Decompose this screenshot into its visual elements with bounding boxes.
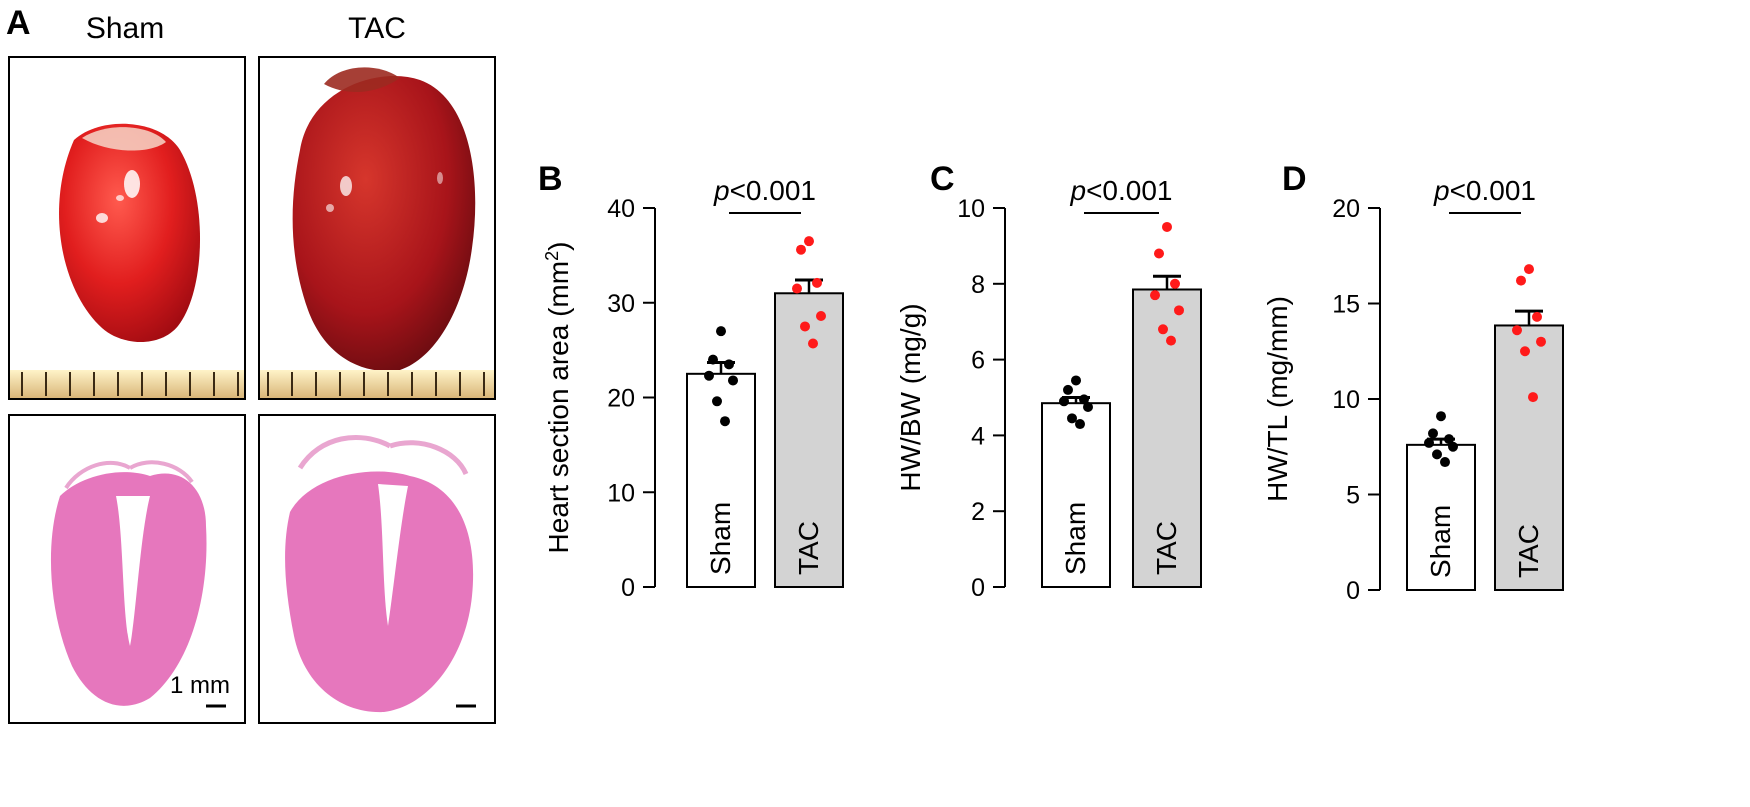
panel-c-data-point-tac (1158, 324, 1168, 335)
panel-d-data-point-sham (1424, 437, 1434, 448)
panel-d-y-tick-label: 5 (1346, 482, 1360, 510)
panel-c-y-label: HW/BW (mg/g) (895, 303, 926, 491)
panel-letter-a: A (6, 4, 31, 42)
panel-b-data-point-sham (716, 326, 726, 337)
panel-d-category-label-sham: Sham (1425, 505, 1456, 578)
panel-d-data-point-tac (1512, 325, 1522, 336)
panel-d-data-point-tac (1528, 392, 1538, 403)
panel-c-y-tick-label: 0 (971, 574, 985, 602)
panel-d-y-label: HW/TL (mg/mm) (1262, 296, 1293, 502)
panel-b-data-point-tac (816, 311, 826, 322)
panel-c-data-point-tac (1162, 221, 1172, 232)
panel-d-data-point-tac (1536, 336, 1546, 347)
panel-d-data-point-sham (1436, 411, 1446, 422)
panel-c-y-tick-label: 2 (971, 498, 985, 526)
panel-c-data-point-tac (1166, 335, 1176, 346)
scale-bar-label: 1 mm (170, 672, 230, 699)
panel-b-y-tick-label: 10 (607, 479, 635, 507)
panel-b-y-tick-label: 20 (607, 385, 635, 413)
panel-b-y-label: Heart section area (mm2) (542, 242, 574, 554)
panel-c-category-label-sham: Sham (1060, 502, 1091, 575)
panel-b-data-point-sham (712, 396, 722, 407)
panel-c-data-point-sham (1059, 396, 1069, 407)
panel-c-data-point-sham (1071, 375, 1081, 386)
panel-c-data-point-sham (1083, 401, 1093, 412)
panel-d-data-point-sham (1432, 449, 1442, 460)
tac-histology-section (258, 414, 496, 724)
panel-d-letter: D (1282, 160, 1307, 198)
panel-b-data-point-tac (808, 338, 818, 349)
panel-c-data-point-tac (1174, 305, 1184, 316)
panel-d-y-tick-label: 0 (1346, 577, 1360, 605)
panel-c-p-value: p<0.001 (1070, 175, 1173, 206)
panel-c-data-point-tac (1170, 278, 1180, 289)
panel-d-data-point-tac (1520, 346, 1530, 357)
panel-b-y-tick-label: 30 (607, 290, 635, 318)
panel-d-p-value: p<0.001 (1433, 175, 1536, 206)
panel-c-y-tick-label: 4 (971, 422, 985, 450)
panel-c-y-tick-label: 8 (971, 271, 985, 299)
sham-histology-section (8, 414, 246, 724)
panel-b-data-point-sham (724, 359, 734, 370)
tac-he-illustration (285, 434, 476, 713)
tac-heart-illustration (260, 67, 494, 398)
panel-d-bar-sham (1406, 443, 1476, 591)
sham-he-illustration (50, 460, 226, 708)
panel-b-data-point-tac (800, 321, 810, 332)
panel-d-data-point-tac (1516, 275, 1526, 286)
panel-b-data-point-tac (792, 283, 802, 294)
panel-d-chart: D 0 5 10 15 20 HW/TL (mg/mm) Sham TAC p<0.001 (1262, 160, 1564, 605)
panel-c-category-label-tac: TAC (1151, 521, 1182, 575)
panel-b-data-point-sham (728, 375, 738, 386)
panel-d-category-label-tac: TAC (1513, 524, 1544, 578)
sham-heart-photo (8, 56, 246, 400)
tac-heart-photo (258, 56, 496, 400)
panel-b-data-point-sham (720, 416, 730, 427)
panel-c-letter: C (930, 160, 955, 198)
panel-c-data-point-sham (1067, 413, 1077, 424)
panel-b-p-value: p<0.001 (713, 175, 816, 206)
panel-d-data-point-sham (1444, 434, 1454, 445)
panel-c-y-tick-label: 6 (971, 347, 985, 375)
sham-ruler-ticks (21, 372, 239, 396)
panel-b-chart: B 0 10 20 30 40 Heart section area (mm2) Sham TA… (538, 160, 844, 602)
panel-b-data-point-sham (704, 370, 714, 381)
panel-b-letter: B (538, 160, 563, 198)
panel-d-data-point-tac (1532, 311, 1542, 322)
panel-d-data-point-sham (1440, 457, 1450, 468)
panel-b-category-label-sham: Sham (705, 502, 736, 575)
panel-d-y-tick-label: 20 (1332, 195, 1360, 223)
column-label-tac: TAC (348, 12, 406, 45)
panel-d-data-point-sham (1448, 441, 1458, 452)
panel-c-chart: C 0 2 4 6 8 10 HW/BW (mg/g) Sham TAC p<0.001 (895, 160, 1202, 602)
panel-b-category-label-tac: TAC (793, 521, 824, 575)
panel-c-data-point-sham (1079, 394, 1089, 405)
panel-b-y-tick-label: 0 (621, 574, 635, 602)
panel-b-data-point-tac (804, 236, 814, 247)
column-label-sham: Sham (85, 12, 165, 45)
panel-d-y-tick-label: 15 (1332, 291, 1360, 319)
panel-b-data-point-tac (812, 277, 822, 288)
panel-b-y-tick-label: 40 (607, 195, 635, 223)
panel-d-data-point-sham (1428, 428, 1438, 439)
panel-d-data-point-tac (1524, 264, 1534, 275)
panel-c-data-point-tac (1150, 290, 1160, 301)
sham-heart-illustration (10, 123, 244, 398)
panel-c-bar-sham (1041, 402, 1111, 588)
tac-ruler-ticks (267, 372, 485, 396)
panel-c-data-point-sham (1063, 384, 1073, 395)
panel-b-data-point-tac (796, 244, 806, 255)
panel-b-data-point-sham (708, 354, 718, 365)
panel-c-data-point-sham (1075, 419, 1085, 430)
panel-c-data-point-tac (1154, 248, 1164, 259)
panel-c-y-tick-label: 10 (957, 195, 985, 223)
panel-d-y-tick-label: 10 (1332, 386, 1360, 414)
